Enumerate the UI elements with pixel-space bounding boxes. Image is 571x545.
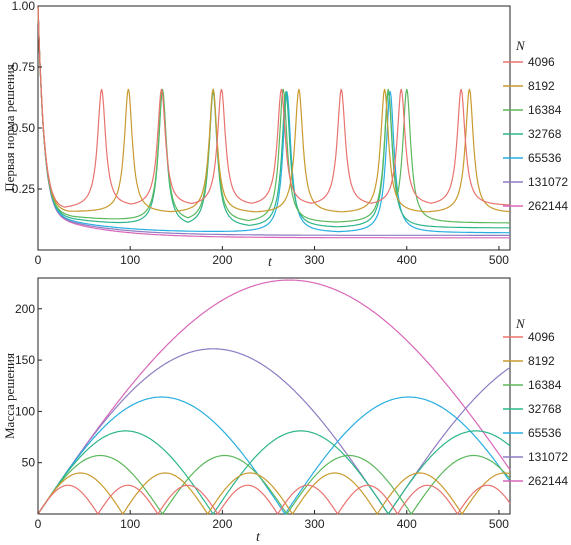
- bottom-legend-label: 4096: [528, 330, 555, 344]
- top-x-axis-title: t: [268, 255, 273, 270]
- bottom-series-line-131072: [37, 348, 511, 516]
- bottom-series-line-8192: [37, 472, 511, 516]
- top-series-line-4096: [37, 5, 511, 208]
- bottom-y-ticks: 50 100 150 200: [15, 302, 42, 470]
- bottom-panel: 0 100 200 300 400 500 50 100 150 200 Масса решен…: [2, 277, 568, 545]
- top-legend-label: 131072: [528, 175, 568, 189]
- bottom-legend-label: 65536: [528, 426, 562, 440]
- top-panel: 0 100 200 300 400 500 0.25 0.50 0.75 1.00 Первая…: [2, 0, 568, 270]
- bottom-x-tick-label: 100: [120, 517, 140, 531]
- top-x-tick-label: 0: [35, 253, 42, 267]
- bottom-x-tick-label: 500: [489, 517, 509, 531]
- bottom-legend-title: N: [515, 316, 526, 331]
- bottom-x-tick-label: 0: [35, 517, 42, 531]
- top-x-tick-label: 400: [397, 253, 417, 267]
- top-series-line-131072: [37, 5, 510, 236]
- bottom-plot-frame: [37, 277, 511, 515]
- top-legend-label: 262144: [528, 199, 568, 213]
- top-legend-label: 32768: [528, 127, 562, 141]
- bottom-y-axis-title: Масса решения: [2, 353, 17, 439]
- bottom-y-tick-label: 200: [15, 302, 35, 316]
- top-legend-label: 4096: [528, 55, 555, 69]
- top-y-axis-title: Первая норма решения: [2, 64, 17, 192]
- bottom-legend-label: 262144: [528, 474, 568, 488]
- bottom-series-line-16384: [37, 454, 511, 516]
- top-x-tick-label: 300: [305, 253, 325, 267]
- top-y-tick-label: 0.75: [12, 60, 36, 74]
- bottom-x-ticks: 0 100 200 300 400 500: [35, 510, 509, 531]
- top-series-line-65536: [37, 5, 510, 234]
- bottom-x-tick-label: 400: [397, 517, 417, 531]
- top-series-line-16384: [37, 5, 510, 224]
- top-series-line-262144: [37, 5, 510, 239]
- bottom-y-tick-label: 50: [22, 456, 36, 470]
- top-x-tick-label: 100: [120, 253, 140, 267]
- top-x-tick-label: 500: [489, 253, 509, 267]
- top-series-line-8192: [37, 5, 511, 213]
- bottom-legend-label: 16384: [528, 378, 562, 392]
- top-y-ticks: 0.25 0.50 0.75 1.00: [12, 0, 42, 196]
- top-legend-label: 8192: [528, 79, 555, 93]
- bottom-series-line-32768: [37, 430, 511, 516]
- top-legend-label: 16384: [528, 103, 562, 117]
- bottom-y-tick-label: 150: [15, 353, 35, 367]
- top-x-tick-label: 200: [212, 253, 232, 267]
- top-plot-frame: [37, 5, 511, 251]
- top-x-ticks: 0 100 200 300 400 500: [35, 246, 509, 267]
- bottom-x-axis-title: t: [256, 530, 261, 545]
- bottom-series-line-262144: [37, 279, 511, 515]
- bottom-series-line-4096: [37, 484, 511, 516]
- bottom-y-tick-label: 100: [15, 404, 35, 418]
- bottom-legend-label: 8192: [528, 354, 555, 368]
- bottom-series-lines: [37, 279, 511, 516]
- bottom-x-tick-label: 200: [212, 517, 232, 531]
- top-legend-title: N: [515, 38, 526, 53]
- bottom-x-tick-label: 300: [305, 517, 325, 531]
- bottom-legend-label: 131072: [528, 450, 568, 464]
- top-series-lines: [37, 5, 511, 239]
- bottom-series-line-65536: [37, 396, 511, 516]
- top-y-tick-label: 0.25: [12, 182, 36, 196]
- top-y-tick-label: 1.00: [12, 0, 36, 13]
- top-y-tick-label: 0.50: [12, 121, 36, 135]
- top-legend-label: 65536: [528, 151, 562, 165]
- bottom-legend-label: 32768: [528, 402, 562, 416]
